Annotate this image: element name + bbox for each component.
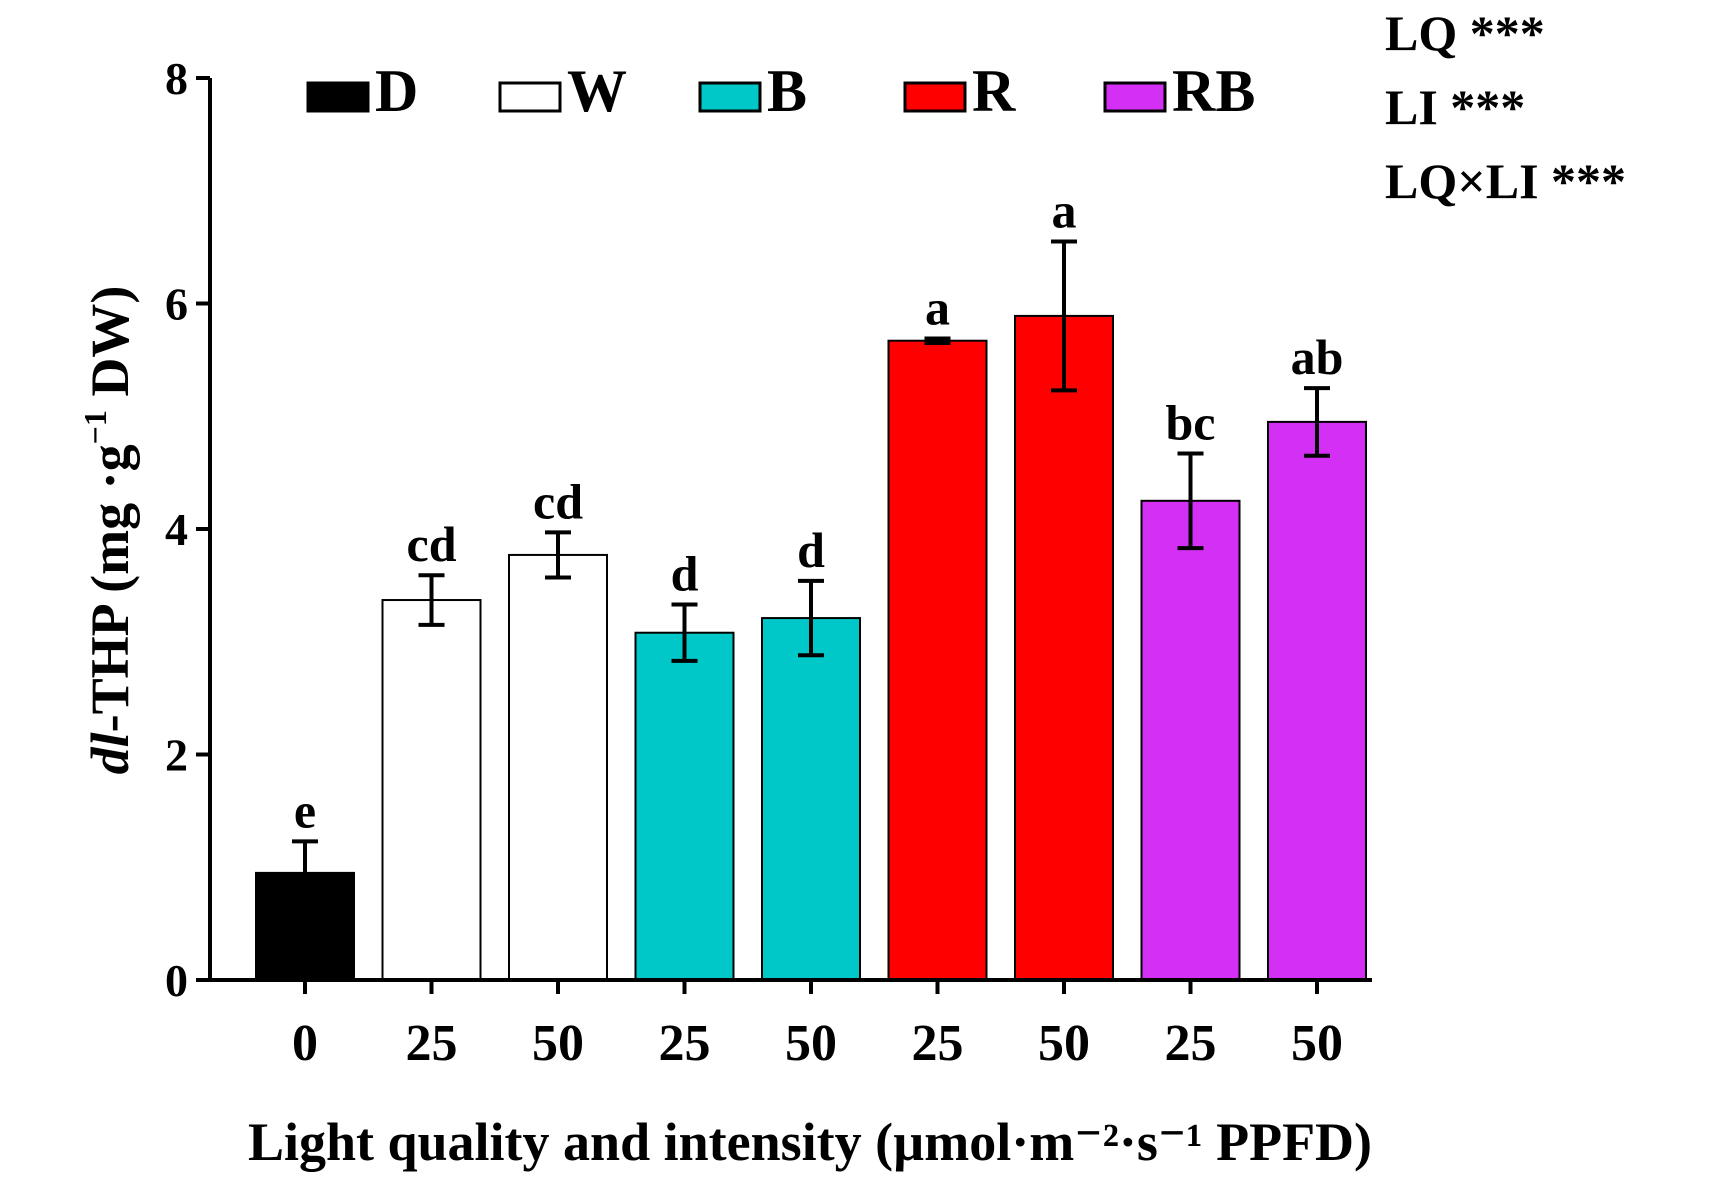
x-tick-label-1: 25 [406, 1015, 458, 1072]
x-tick-label-7: 25 [1165, 1015, 1217, 1072]
legend-swatch-RB [1103, 81, 1167, 113]
y-axis-title: dl-THP (mg ·g−1 DW) [77, 286, 140, 775]
bar-B-50 [761, 617, 861, 981]
bar-R-50 [1014, 314, 1114, 981]
stats-annotations: LQ *** LI *** LQ×LI *** [1385, 5, 1626, 209]
x-tick-label-8: 50 [1291, 1015, 1343, 1072]
significance-letter-4: d [797, 522, 825, 578]
error-bar-0 [292, 839, 318, 907]
x-tick-label-0: 0 [292, 1015, 318, 1072]
bar-RB-25 [1140, 499, 1241, 981]
significance-letter-3: d [671, 546, 699, 602]
x-tick-label-5: 25 [912, 1015, 964, 1072]
x-tick-label-6: 50 [1038, 1015, 1090, 1072]
legend-label-R: R [972, 58, 1016, 124]
significance-letter-8: ab [1291, 329, 1344, 385]
bar-RB-50 [1267, 420, 1367, 981]
stat-line-1: LI *** [1385, 79, 1525, 135]
y-tick-label-2: 4 [165, 504, 188, 555]
error-bar-7 [1177, 451, 1204, 551]
significance-letter-7: bc [1166, 394, 1216, 450]
significance-letter-5: a [925, 279, 950, 335]
error-bar-3 [671, 602, 698, 663]
x-axis-title: Light quality and intensity (µmol·m⁻²·s⁻… [248, 1112, 1372, 1172]
stat-line-0: LQ *** [1385, 5, 1545, 61]
y-axis-title-sup: −1 [77, 410, 113, 444]
error-bar-1 [418, 573, 445, 627]
error-bar-2 [545, 530, 571, 580]
legend-swatch-D [306, 81, 370, 113]
bar-R-25 [887, 339, 988, 981]
error-bar-5 [924, 336, 951, 345]
x-tick-label-3: 25 [659, 1015, 711, 1072]
y-tick-label-4: 8 [165, 53, 188, 104]
bar-B-25 [634, 631, 735, 981]
y-axis-title-italic: dl [80, 732, 140, 774]
significance-letter-2: cd [533, 473, 583, 529]
legend-label-W: W [567, 58, 627, 124]
error-bar-8 [1304, 386, 1330, 458]
significance-letter-0: e [294, 782, 316, 838]
significance-letter-1: cd [407, 516, 457, 572]
axes-layer: 0 2 4 6 8 0 25 50 25 50 25 50 25 50 [165, 53, 1372, 1072]
y-tick-label-0: 0 [165, 955, 188, 1006]
x-tick-label-4: 50 [785, 1015, 837, 1072]
bar-W-50 [508, 553, 608, 981]
error-bar-6 [1051, 239, 1077, 393]
significance-letter-6: a [1052, 182, 1077, 238]
legend: D W B R RB [306, 58, 1255, 124]
y-axis-title-main: -THP (mg ·g [80, 444, 140, 732]
bar-W-25 [381, 599, 482, 981]
bars-layer: e cd cd d d a a bc ab [255, 182, 1367, 982]
legend-swatch-W [498, 81, 562, 113]
legend-label-D: D [375, 58, 418, 124]
legend-label-B: B [767, 58, 807, 124]
stat-line-2: LQ×LI *** [1385, 153, 1626, 209]
legend-swatch-B [698, 81, 762, 113]
legend-label-RB: RB [1172, 58, 1255, 124]
y-axis-title-end: DW) [80, 286, 140, 410]
error-bar-4 [798, 578, 824, 658]
legend-swatch-R [903, 81, 967, 113]
y-tick-label-1: 2 [165, 730, 188, 781]
y-tick-label-3: 6 [165, 279, 188, 330]
x-tick-label-2: 50 [532, 1015, 584, 1072]
